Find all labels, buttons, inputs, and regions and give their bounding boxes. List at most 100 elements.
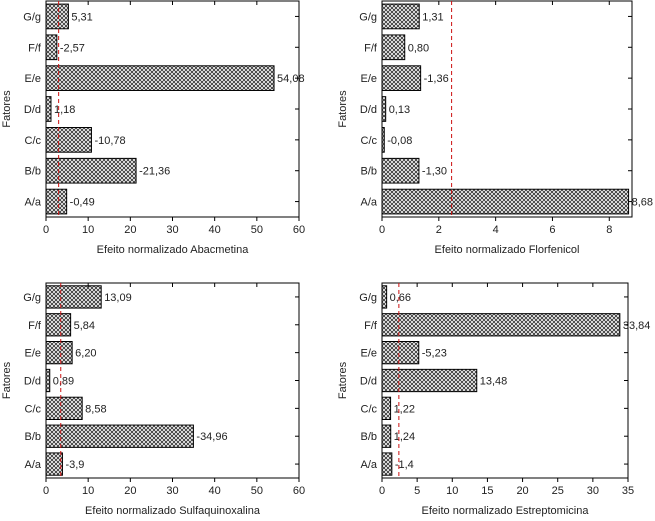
bar-F-f xyxy=(45,34,58,61)
x-tick-label: 10 xyxy=(446,485,458,497)
x-tick-label: 50 xyxy=(251,485,263,497)
category-label: D/d xyxy=(24,104,41,116)
x-tick-label: 40 xyxy=(209,224,221,236)
bar-E-e xyxy=(381,341,420,365)
category-label: A/a xyxy=(24,197,41,209)
x-tick-label: 30 xyxy=(587,485,599,497)
bar-D-d xyxy=(381,368,478,393)
data-label: -3,9 xyxy=(65,459,84,471)
x-tick-label: 2 xyxy=(436,224,442,236)
category-label: B/b xyxy=(24,166,41,178)
category-label: B/b xyxy=(360,431,377,443)
x-tick-label: 30 xyxy=(166,224,178,236)
data-label: 8,68 xyxy=(632,197,653,209)
x-tick-label: 10 xyxy=(82,224,94,236)
bar-D-d xyxy=(381,96,387,122)
category-label: F/f xyxy=(28,42,42,54)
data-label: -0,49 xyxy=(70,197,95,209)
x-axis-title: Efeito normalizado Abacmetina xyxy=(97,244,250,256)
category-label: B/b xyxy=(24,431,41,443)
category-label: B/b xyxy=(360,166,377,178)
data-label: 0,80 xyxy=(408,42,429,54)
x-tick-label: 20 xyxy=(124,224,136,236)
category-label: F/f xyxy=(364,42,378,54)
category-label: D/d xyxy=(360,376,377,388)
category-label: G/g xyxy=(359,292,377,304)
data-label: 1,24 xyxy=(394,431,415,443)
x-tick-label: 60 xyxy=(293,485,305,497)
data-label: -5,23 xyxy=(422,348,447,360)
category-label: A/a xyxy=(360,197,377,209)
category-label: E/e xyxy=(360,73,377,85)
category-label: G/g xyxy=(359,11,377,23)
data-label: 13,48 xyxy=(480,376,508,388)
y-axis-title: Fatores xyxy=(337,90,349,128)
bar-B-b xyxy=(45,424,194,448)
bar-F-f xyxy=(45,313,72,337)
bar-E-e xyxy=(45,341,73,365)
category-label: E/e xyxy=(24,73,41,85)
data-label: 5,84 xyxy=(74,320,95,332)
x-tick-label: 20 xyxy=(124,485,136,497)
data-label: 6,20 xyxy=(75,348,96,360)
x-tick-label: 25 xyxy=(552,485,564,497)
x-tick-label: 10 xyxy=(82,485,94,497)
bar-F-f xyxy=(381,313,621,337)
x-tick-label: 50 xyxy=(251,224,263,236)
data-label: 0,66 xyxy=(390,292,411,304)
data-label: 0,89 xyxy=(53,376,74,388)
x-tick-label: 35 xyxy=(622,485,634,497)
plot-frame xyxy=(45,282,300,479)
x-tick-label: 40 xyxy=(209,485,221,497)
x-axis-title: Efeito normalizado Estreptomicina xyxy=(422,505,590,517)
bar-B-b xyxy=(381,157,420,184)
bar-A-a xyxy=(45,452,63,476)
bar-G-g xyxy=(381,285,388,309)
bar-A-a xyxy=(381,452,393,476)
x-tick-label: 0 xyxy=(379,485,385,497)
category-label: C/c xyxy=(361,135,378,147)
data-label: -1,30 xyxy=(422,166,447,178)
chart-1: -0,49 A/a -21,36 B/b -10,78 C/c 1,18 D/d 54,08 E/… xyxy=(1,0,305,256)
bar-C-c xyxy=(45,396,83,421)
category-label: E/e xyxy=(24,348,41,360)
category-label: D/d xyxy=(360,104,377,116)
category-label: F/f xyxy=(28,320,42,332)
data-label: 8,58 xyxy=(85,403,106,415)
plot-frame xyxy=(45,0,300,218)
bar-G-g xyxy=(45,3,69,30)
x-tick-label: 8 xyxy=(606,224,612,236)
x-tick-label: 5 xyxy=(414,485,420,497)
data-label: 0,13 xyxy=(389,104,410,116)
bar-F-f xyxy=(381,34,406,61)
category-label: C/c xyxy=(25,403,42,415)
category-label: C/c xyxy=(361,403,378,415)
data-label: -0,08 xyxy=(387,135,412,147)
y-axis-title: Fatores xyxy=(337,361,349,399)
bar-D-d xyxy=(45,368,51,393)
x-tick-label: 60 xyxy=(293,224,305,236)
bar-B-b xyxy=(381,424,392,448)
data-label: -2,57 xyxy=(60,42,85,54)
category-label: E/e xyxy=(360,348,377,360)
x-axis-title: Efeito normalizado Florfenicol xyxy=(435,244,580,256)
category-label: G/g xyxy=(23,11,41,23)
data-label: -1,4 xyxy=(395,459,414,471)
category-label: A/a xyxy=(24,459,41,471)
data-label: 5,31 xyxy=(71,11,92,23)
bar-E-e xyxy=(381,65,422,91)
x-tick-label: 20 xyxy=(516,485,528,497)
data-label: 54,08 xyxy=(277,73,305,85)
bar-D-d xyxy=(45,96,52,122)
data-label: -21,36 xyxy=(139,166,170,178)
y-axis-title: Fatores xyxy=(1,90,13,128)
category-label: F/f xyxy=(364,320,378,332)
category-label: G/g xyxy=(23,292,41,304)
category-label: C/c xyxy=(25,135,42,147)
y-axis-title: Fatores xyxy=(1,361,13,399)
data-label: 1,18 xyxy=(54,104,75,116)
x-tick-label: 0 xyxy=(43,485,49,497)
bar-B-b xyxy=(45,157,137,184)
x-tick-label: 15 xyxy=(481,485,493,497)
data-label: 1,31 xyxy=(422,11,443,23)
